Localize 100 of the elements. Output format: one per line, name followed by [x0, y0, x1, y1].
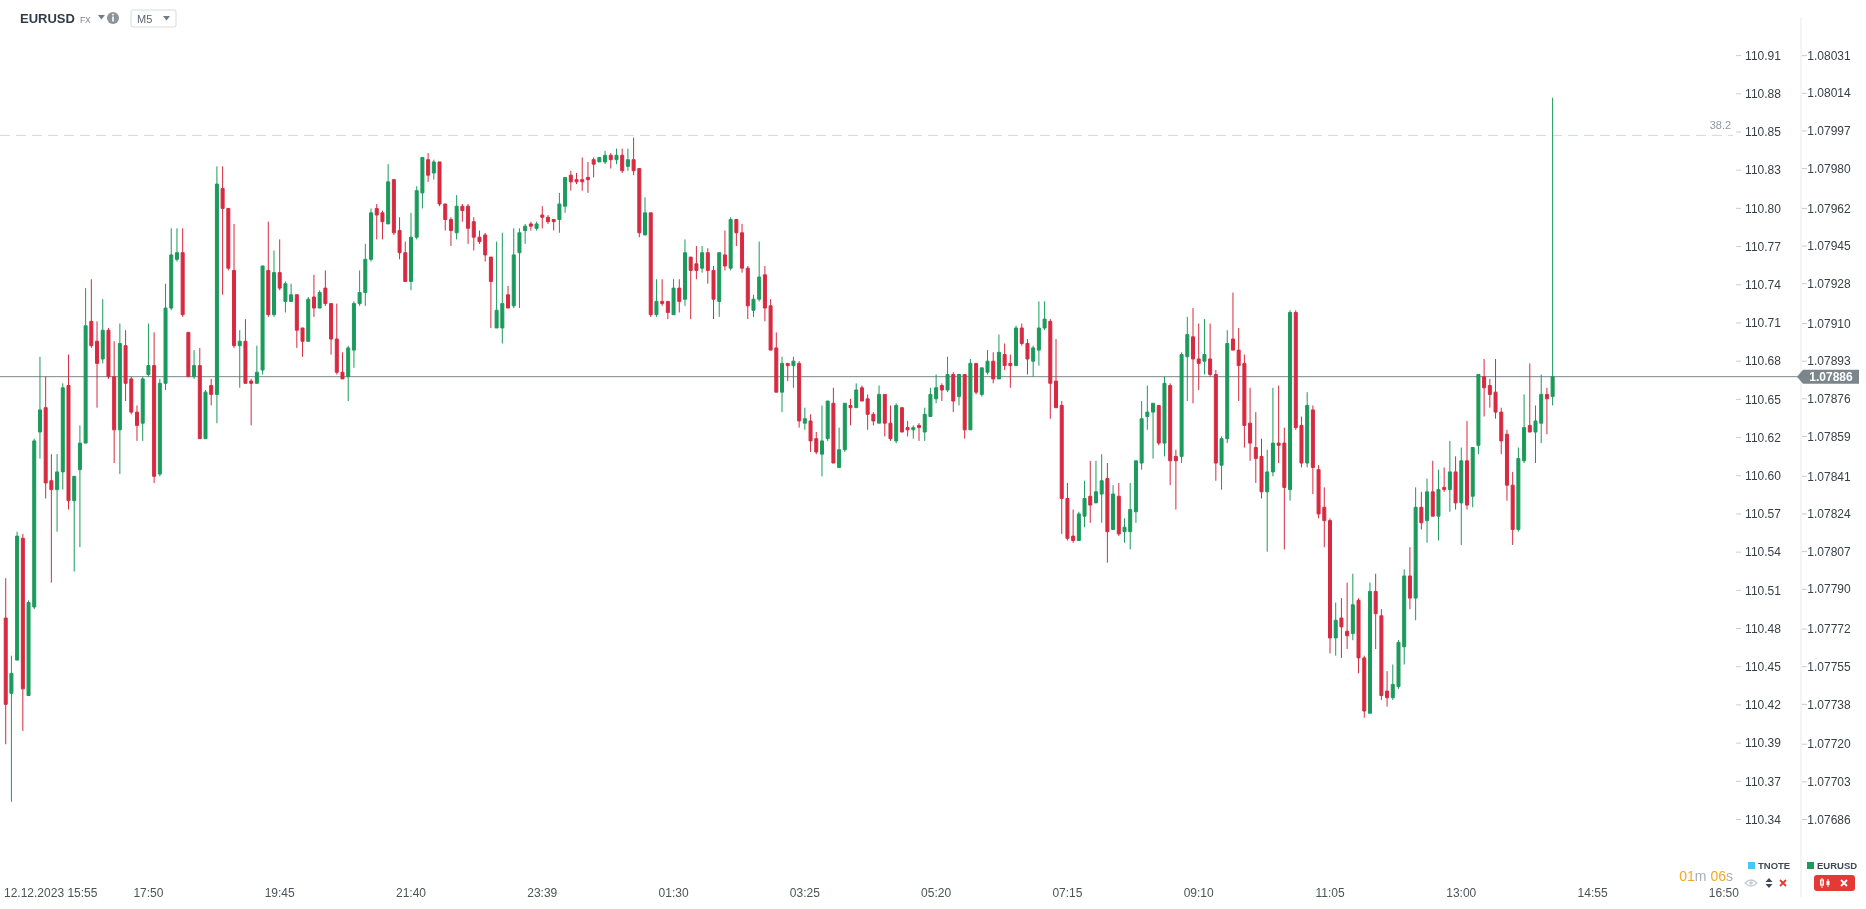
candlestick [791, 356, 796, 389]
candlestick [1333, 602, 1338, 657]
y-tick-label: 1.07790 [1807, 582, 1852, 597]
candlestick [1265, 449, 1270, 553]
candlestick [346, 345, 351, 402]
candlestick [1476, 373, 1481, 455]
y-tick-label: 1.08014 [1807, 86, 1852, 101]
candlestick [1173, 449, 1178, 511]
ref-line-label: 1.07886 [1809, 369, 1854, 384]
candlestick [506, 285, 511, 309]
candlestick [819, 404, 824, 477]
y-tick-label: 1.07703 [1807, 775, 1852, 790]
candlestick [152, 331, 157, 484]
annotation: M5 [137, 12, 153, 25]
y-tick-label: 1.07686 [1807, 812, 1852, 827]
y-tick-label: 1.07772 [1807, 622, 1852, 637]
candlestick [1270, 387, 1275, 477]
candlestick [1510, 471, 1515, 546]
candlestick [237, 329, 242, 389]
x-tick-label: 13:00 [1446, 886, 1477, 900]
candlestick [1470, 447, 1475, 508]
candlestick [1413, 486, 1418, 621]
x-tick-label: 09:10 [1183, 886, 1215, 900]
candlestick [454, 194, 459, 240]
candlestick [1550, 97, 1555, 406]
candlestick [72, 475, 77, 573]
candlestick [1425, 478, 1430, 544]
y-tick-label: 1.07928 [1807, 276, 1852, 291]
candlestick [192, 349, 197, 380]
candlestick [1436, 469, 1441, 542]
chart-title: EURUSD [20, 11, 75, 26]
candlestick [266, 221, 271, 318]
candlestick [677, 278, 682, 313]
candlestick [306, 296, 311, 342]
y-tick-label: 1.07910 [1807, 316, 1852, 331]
y-tick-label: 1.07824 [1807, 507, 1852, 522]
candlestick [209, 378, 214, 406]
candlestick [20, 533, 25, 732]
candlestick [996, 334, 1001, 380]
candlestick [540, 205, 545, 229]
candlestick [186, 331, 191, 378]
x-tick-label: 11:05 [1315, 886, 1345, 900]
candlestick [854, 382, 859, 409]
candlestick [511, 227, 516, 309]
candlestick [728, 216, 733, 271]
candlestick [146, 323, 151, 378]
candlestick [534, 221, 539, 232]
candlestick [1453, 455, 1458, 511]
candlestick [1373, 573, 1378, 650]
y2-tick-label: 110.48 [1745, 621, 1782, 636]
candlestick [1345, 582, 1350, 650]
candlestick [1208, 323, 1213, 378]
candlestick [671, 278, 676, 316]
candlestick [1162, 376, 1167, 457]
x-tick-label: 03:25 [789, 886, 821, 900]
x-tick-label: 17:50 [133, 886, 164, 900]
candlestick [214, 165, 219, 424]
y-tick-label: 1.07841 [1807, 469, 1852, 484]
y-tick-label: 1.07720 [1807, 737, 1852, 752]
chart-subtitle: FX [79, 15, 92, 25]
candlestick [15, 531, 20, 661]
candlestick [614, 148, 619, 165]
candlestick [1213, 369, 1218, 482]
candlestick [1482, 358, 1487, 418]
candlestick [660, 278, 665, 307]
candlestick [974, 362, 979, 395]
candlestick [1310, 404, 1315, 495]
candlestick [968, 358, 973, 431]
candlestick [802, 407, 807, 431]
candlestick [1151, 402, 1156, 460]
y2-tick-label: 110.74 [1745, 277, 1782, 292]
candlestick [551, 218, 556, 232]
candlestick [1430, 460, 1435, 517]
candlestick [95, 320, 100, 409]
candlestick [117, 323, 122, 475]
annotation: 38.2 [1709, 119, 1732, 132]
candlestick [180, 227, 185, 318]
candlestick [945, 356, 950, 393]
y-tick-label: 1.07876 [1807, 392, 1852, 407]
candlestick [1339, 597, 1344, 659]
y2-tick-label: 110.60 [1745, 468, 1782, 483]
candlestick [197, 347, 202, 440]
candlestick [89, 278, 94, 349]
candlestick [1288, 309, 1293, 502]
candlestick [643, 196, 648, 236]
y2-tick-label: 110.62 [1745, 430, 1782, 445]
candlestick [1116, 482, 1121, 537]
y2-tick-label: 110.80 [1745, 201, 1782, 216]
candlestick [3, 577, 8, 745]
candlestick [523, 223, 528, 245]
candlestick [1088, 460, 1093, 524]
candlestick [1202, 318, 1207, 375]
x-tick-label: 23:39 [527, 886, 558, 900]
candlestick [60, 382, 65, 491]
candlestick [260, 265, 265, 375]
candlestick [1504, 429, 1509, 502]
candlestick [1465, 420, 1469, 511]
candlestick [317, 289, 322, 309]
y-tick-label: 1.07997 [1807, 124, 1852, 139]
candlestick [894, 402, 899, 444]
